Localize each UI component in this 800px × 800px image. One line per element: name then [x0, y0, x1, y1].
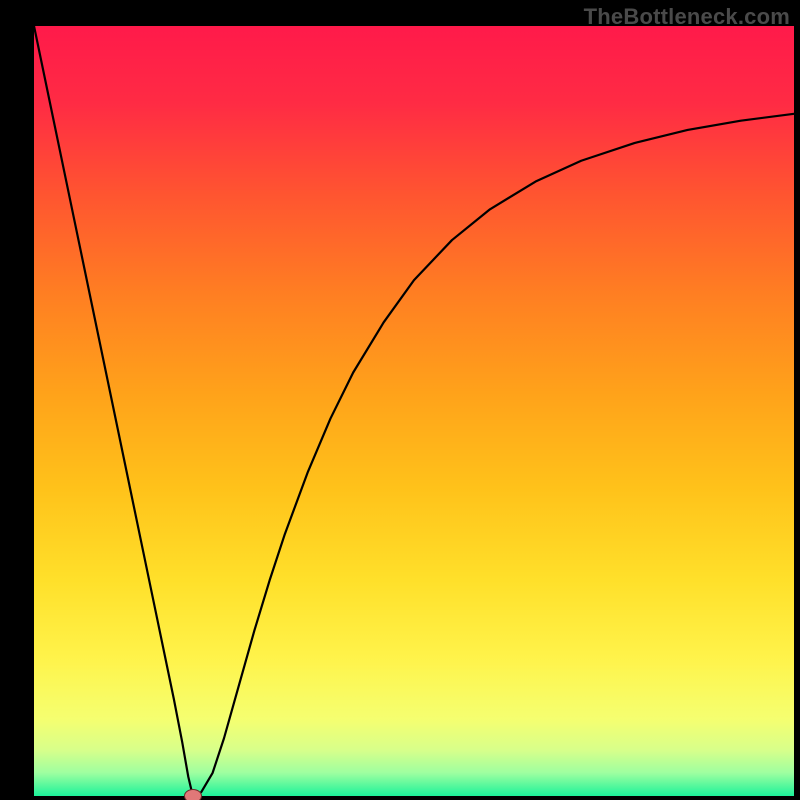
bottleneck-curve-path	[34, 26, 794, 796]
bottleneck-curve-svg	[34, 26, 794, 796]
optimum-marker	[184, 789, 202, 800]
plot-area	[34, 26, 794, 796]
chart-canvas: TheBottleneck.com	[0, 0, 800, 800]
